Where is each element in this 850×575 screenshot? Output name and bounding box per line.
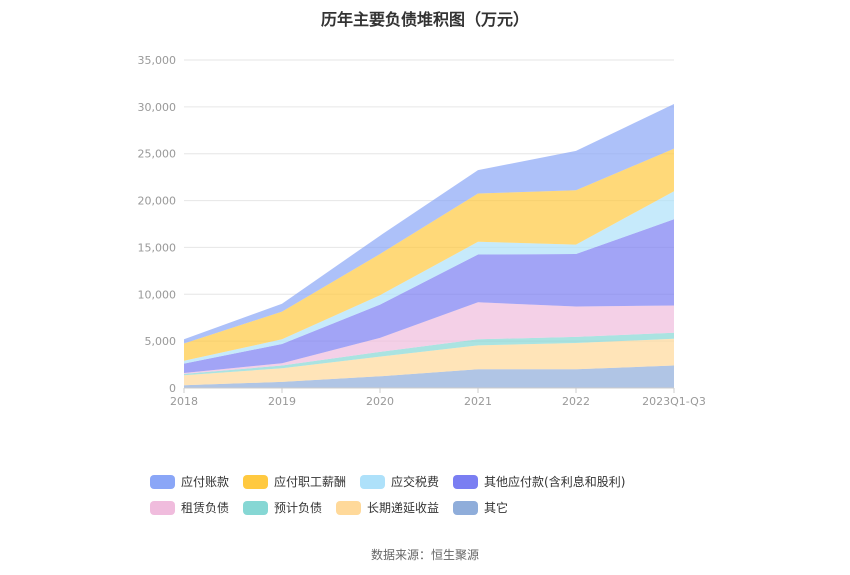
legend-swatch xyxy=(150,500,175,515)
legend-swatch xyxy=(453,500,479,515)
data-source: 数据来源：恒生聚源 xyxy=(370,548,479,562)
legend-label: 应付账款 xyxy=(181,475,230,489)
legend-label: 其他应付款(含利息和股利) xyxy=(484,475,626,489)
y-axis: 0 5,000 10,000 15,000 20,000 25,000 30,000 35,0… xyxy=(138,54,177,395)
y-tick-label: 20,000 xyxy=(138,195,177,208)
x-tick-label: 2023Q1-Q3 xyxy=(642,395,706,408)
legend-item[interactable]: 其他应付款(含利息和股利) xyxy=(453,473,625,490)
chart-title: 历年主要负债堆积图（万元） xyxy=(320,10,529,29)
x-tick-label: 2019 xyxy=(268,395,296,408)
legend-swatch xyxy=(360,474,386,489)
legend-item[interactable]: 长期递延收益 xyxy=(336,499,439,516)
stacked-area-chart: 0 5,000 10,000 15,000 20,000 25,000 30,000 35,0… xyxy=(138,54,706,408)
legend-label: 预计负债 xyxy=(274,501,323,515)
legend-item[interactable]: 应交税费 xyxy=(360,473,439,490)
legend-label: 应付职工薪酬 xyxy=(274,475,347,489)
legend-swatch xyxy=(243,500,269,515)
legend-label: 其它 xyxy=(484,501,509,515)
x-tick-label: 2018 xyxy=(170,395,198,408)
y-tick-label: 15,000 xyxy=(138,241,177,254)
x-tick-label: 2020 xyxy=(366,395,394,408)
area-series xyxy=(184,104,674,388)
x-tick-label: 2021 xyxy=(464,395,492,408)
legend-swatch xyxy=(243,474,269,489)
legend-item[interactable]: 应付职工薪酬 xyxy=(243,473,346,490)
legend-item[interactable]: 其它 xyxy=(453,499,508,516)
x-axis: 2018 2019 2020 2021 2022 2023Q1-Q3 xyxy=(170,387,706,408)
legend-label: 租赁负债 xyxy=(181,501,230,515)
legend-label: 应交税费 xyxy=(391,475,440,489)
area-应交税费 xyxy=(184,191,674,364)
legend-item[interactable]: 应付账款 xyxy=(150,473,229,490)
y-tick-label: 25,000 xyxy=(138,148,177,161)
area-应付职工薪酬 xyxy=(184,148,674,361)
legend-label: 长期递延收益 xyxy=(367,501,440,515)
area-其它 xyxy=(184,365,674,388)
area-租赁负债 xyxy=(184,302,674,374)
legend-swatch xyxy=(336,500,362,515)
area-预计负债 xyxy=(184,332,674,376)
legend: 应付账款 应付职工薪酬 应交税费 其他应付款(含利息和股利) 租赁负债 预计负债 长期递延收… xyxy=(150,473,710,516)
legend-swatch xyxy=(150,474,175,489)
y-tick-label: 30,000 xyxy=(138,101,177,114)
area-其他应付款(含利息和股利) xyxy=(184,219,674,373)
legend-swatch xyxy=(453,474,479,489)
y-tick-label: 35,000 xyxy=(138,54,177,67)
legend-item[interactable]: 租赁负债 xyxy=(150,499,229,516)
area-应付账款 xyxy=(184,104,674,344)
y-tick-label: 10,000 xyxy=(138,288,177,301)
legend-item[interactable]: 预计负债 xyxy=(243,499,322,516)
y-tick-label: 0 xyxy=(169,382,176,395)
y-tick-label: 5,000 xyxy=(145,335,177,348)
x-tick-label: 2022 xyxy=(562,395,590,408)
area-长期递延收益 xyxy=(184,338,674,386)
